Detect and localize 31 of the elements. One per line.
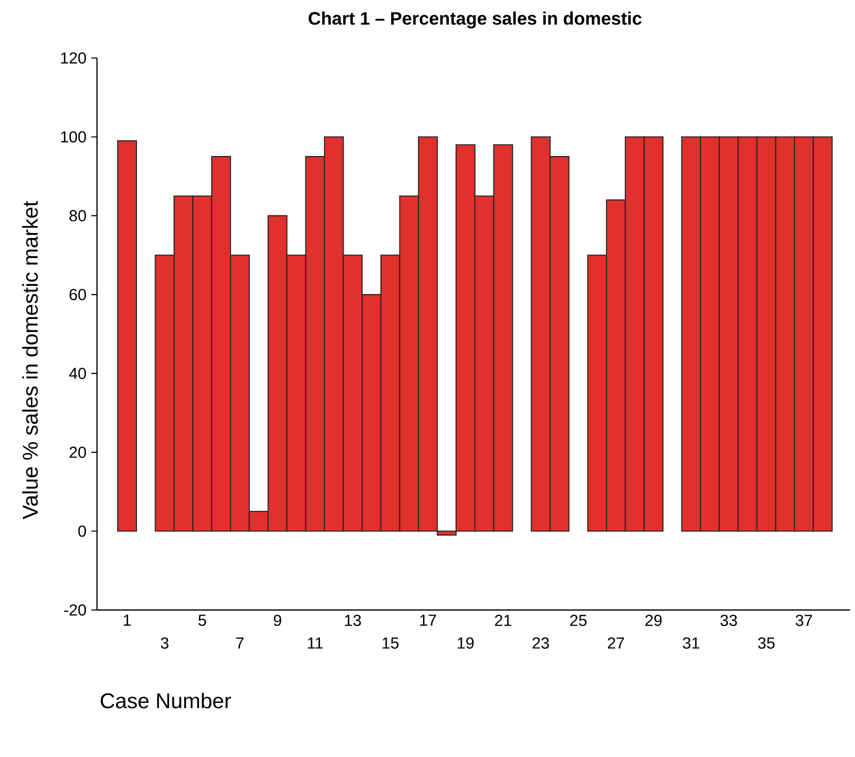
x-tick-label: 17	[420, 614, 436, 626]
y-axis-title: Value % sales in domestic market	[22, 200, 38, 520]
x-tick-label: 21	[495, 614, 512, 626]
x-tick-label: 15	[382, 638, 399, 649]
x-tick-label: 19	[458, 637, 474, 649]
y-tick-label: 20	[70, 446, 86, 458]
x-tick-label: 3	[160, 637, 168, 649]
x-tick-label: 5	[198, 614, 206, 626]
x-tick-label: 7	[236, 638, 244, 649]
x-tick-label: 29	[645, 614, 662, 626]
x-axis-title: Case Number	[100, 692, 231, 708]
x-tick-label: 25	[570, 614, 587, 626]
y-tick-label: 100	[61, 131, 86, 143]
y-tick-label: -20	[64, 604, 86, 616]
y-tick-label: 40	[69, 368, 86, 380]
x-tick-label: 11	[308, 638, 323, 649]
x-tick-label: 27	[608, 637, 624, 649]
x-tick-label: 9	[274, 614, 282, 626]
x-tick-label: 23	[532, 637, 549, 649]
y-tick-label: 120	[61, 52, 86, 64]
y-tick-label: 0	[78, 525, 86, 537]
x-tick-label: 35	[758, 637, 775, 649]
x-tick-label: 1	[124, 614, 131, 626]
x-tick-label: 13	[345, 614, 361, 626]
chart-title: Chart 1 – Percentage sales in domestic	[308, 12, 642, 28]
y-tick-label: 60	[70, 288, 86, 300]
x-tick-label: 37	[796, 614, 812, 626]
y-tick-label: 80	[69, 210, 86, 222]
bar	[117, 140, 138, 532]
x-tick-label: 31	[682, 637, 700, 649]
x-tick-label: 33	[720, 614, 737, 626]
